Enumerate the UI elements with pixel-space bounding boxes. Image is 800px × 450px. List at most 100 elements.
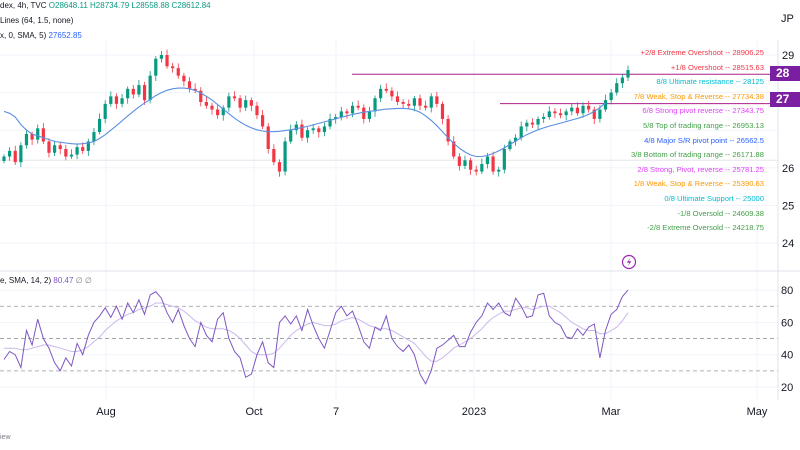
candle-body [277, 162, 282, 172]
candle-body [165, 55, 169, 67]
candle-body [210, 105, 214, 110]
rsi-tick-label: 80 [781, 285, 793, 297]
mm-label: +1/8 Overshoot -- 28515.63 [670, 62, 764, 72]
candle-body [446, 118, 450, 142]
murrey-indicator-label: Lines (64, 1.5, none) [0, 16, 74, 25]
candle-body [103, 103, 107, 119]
candle-body [536, 118, 540, 125]
candle-body [126, 88, 130, 99]
price-sma-line [3, 87, 606, 158]
candle-body [615, 83, 619, 93]
time-tick-label: 7 [333, 406, 339, 418]
symbol-label: dex, 4h, TVC [0, 1, 47, 10]
candle-body [334, 117, 338, 119]
price-tick-label: 25 [782, 200, 794, 212]
candle-body [620, 77, 624, 84]
candle-body [592, 109, 596, 119]
candle-body [373, 98, 377, 112]
mm-label: -1/8 Oversold -- 24609.38 [677, 208, 764, 218]
rsi-line [3, 289, 629, 385]
candle-body [603, 100, 608, 110]
candle-body [508, 141, 512, 149]
candle-body [109, 96, 113, 104]
time-tick-label: May [747, 406, 768, 418]
rsi-value: 80.47 [53, 276, 74, 285]
candle-body [384, 88, 388, 91]
candle-body [609, 92, 613, 101]
candle-body [485, 156, 490, 165]
candle-body [30, 133, 34, 140]
sma-value: 27652.85 [48, 31, 82, 40]
candle-body [322, 126, 327, 133]
mm-label: -2/8 Extreme Oversold -- 24218.75 [647, 223, 764, 233]
candle-body [187, 81, 192, 89]
rsi-legend: e, SMA, 14, 2) 80.47 ∅ ∅ [0, 276, 92, 285]
mm-label: 4/8 Major S/R pivot point -- 26562.5 [644, 135, 764, 145]
mm-label: +2/8 Extreme Overshoot -- 28906.25 [640, 48, 764, 57]
rsi-tick-label: 60 [781, 317, 793, 329]
candle-body [114, 96, 119, 104]
candle-body [440, 103, 445, 119]
candle-body [24, 133, 29, 146]
candle-body [199, 90, 203, 102]
time-tick-label: Aug [96, 406, 116, 418]
candle-body [525, 122, 529, 127]
mm-label: 7/8 Weak, Stop & Reverse -- 27734.38 [633, 91, 764, 101]
candle-body [120, 98, 124, 104]
candle-body [204, 102, 208, 106]
mm-label: 8/8 Ultimate resistance -- 28125 [656, 77, 764, 87]
candle-body [468, 160, 473, 170]
candle-body [75, 147, 79, 155]
candle-body [58, 145, 62, 149]
candle-body [92, 132, 96, 142]
candle-body [305, 130, 310, 138]
candle-body [272, 149, 276, 163]
candle-body [249, 100, 253, 106]
high-value: H28734.79 [90, 1, 130, 10]
candle-body [2, 156, 6, 162]
candle-body [553, 111, 557, 114]
candle-body [182, 75, 186, 82]
candle-body [480, 164, 484, 172]
candle-body [69, 154, 74, 157]
rsi-indicator-label: e, SMA, 14, 2) [0, 276, 52, 285]
candle-body [64, 149, 68, 157]
price-tick-label: 26 [782, 163, 794, 175]
alert-icon[interactable] [621, 254, 637, 270]
candle-body [581, 105, 585, 114]
candle-body [435, 96, 439, 104]
candle-body [463, 160, 467, 166]
candle-body [216, 109, 220, 116]
candle-body [41, 128, 45, 142]
mm-label: 1/8 Weak, Stop & Reverse -- 25390.63 [633, 179, 764, 189]
header-line-sma: x, 0, SMA, 5) 27652.85 [0, 31, 82, 40]
candle-body [317, 128, 321, 133]
candle-body [36, 128, 40, 140]
candle-body [238, 98, 242, 108]
candle-body [142, 85, 147, 101]
chart-grid [0, 40, 778, 400]
candle-body [52, 145, 57, 153]
candle-body [452, 141, 456, 157]
candle-body [395, 96, 400, 102]
mm-label: 3/8 Bottom of trading range -- 26171.88 [631, 150, 764, 160]
candle-body [283, 141, 287, 172]
candle-body [598, 109, 602, 119]
axis-top-label: JP [781, 13, 794, 25]
candle-body [81, 147, 85, 151]
price-badge-lower: 27 [770, 92, 800, 107]
footer-brand: iew [0, 434, 11, 441]
candle-body [154, 58, 158, 76]
mm-label: 5/8 Top of trading range -- 26953.13 [642, 121, 764, 130]
candle-body [260, 115, 265, 127]
candle-body [362, 107, 366, 119]
candle-body [159, 55, 164, 59]
axis-labels: 29 26 25 24 80 60 40 20 Aug Oct 7 2023 Mar May JP [96, 13, 794, 418]
candle-body [424, 105, 428, 108]
candle-body [412, 98, 416, 106]
rsi-tick-label: 40 [781, 350, 793, 362]
candle-body [407, 103, 411, 106]
candle-body [345, 111, 349, 114]
price-tick-label: 24 [782, 238, 794, 250]
